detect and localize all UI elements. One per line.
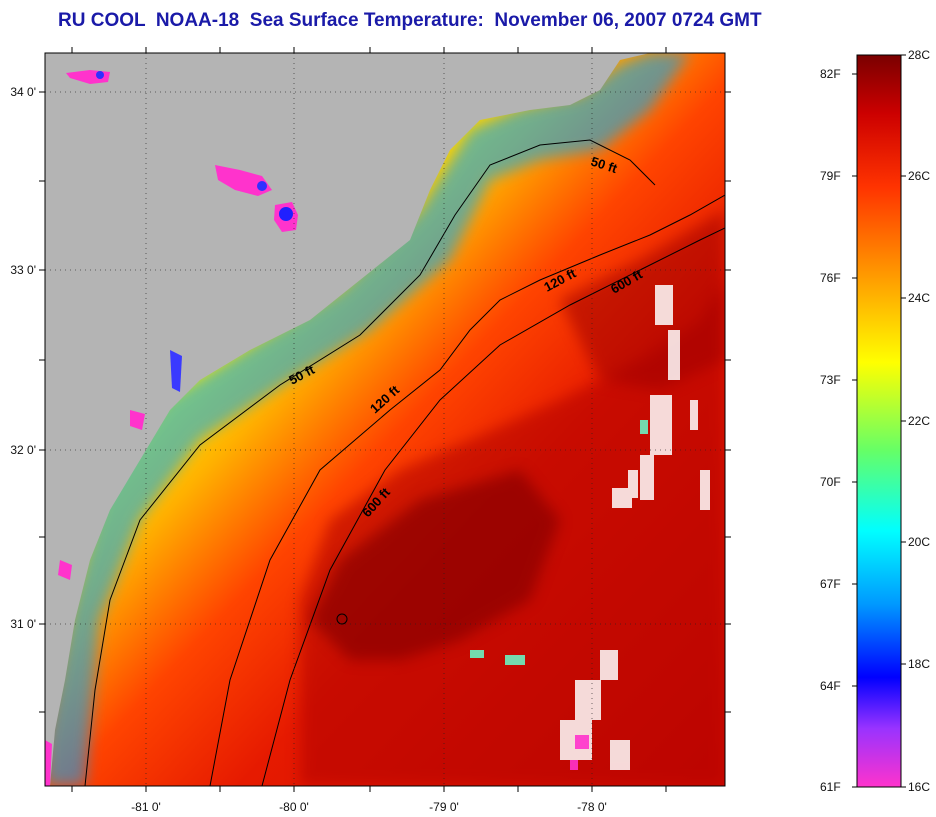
map-frame xyxy=(44,52,726,787)
axis-ticks xyxy=(39,47,731,792)
cbar-f-79: 79F xyxy=(820,169,841,183)
cbar-c-16: 16C xyxy=(908,780,930,794)
cbar-c-20: 20C xyxy=(908,535,930,549)
lon-label-79: -79 0' xyxy=(429,800,459,814)
land-mass xyxy=(45,53,650,786)
isobath-50ft xyxy=(84,139,656,786)
isobath-600ft xyxy=(261,227,725,786)
cbar-f-76: 76F xyxy=(820,271,841,285)
lon-label-78: -78 0' xyxy=(577,800,607,814)
cloud-speckles-cyan xyxy=(470,420,648,665)
warm-eddy xyxy=(310,470,560,660)
colorbar-ticks xyxy=(852,54,906,788)
isobaths xyxy=(84,139,725,786)
lat-label-32: 32 0' xyxy=(10,443,36,457)
cbar-f-64: 64F xyxy=(820,679,841,693)
cbar-f-67: 67F xyxy=(820,577,841,591)
temperature-colorbar: 82F 79F 76F 73F 70F 67F 64F 61F 28C 26C … xyxy=(820,48,930,794)
cbar-c-28: 28C xyxy=(908,48,930,62)
lat-label-31: 31 0' xyxy=(10,617,36,631)
lon-label-80: -80 0' xyxy=(279,800,309,814)
lat-label-33: 33 0' xyxy=(10,263,36,277)
lon-label-81: -81 0' xyxy=(131,800,161,814)
warm-patch-ne xyxy=(560,210,725,390)
cbar-f-82: 82F xyxy=(820,67,841,81)
cbar-c-24: 24C xyxy=(908,291,930,305)
graticule xyxy=(45,53,725,786)
cbar-f-70: 70F xyxy=(820,475,841,489)
map-title: RU COOL NOAA-18 Sea Surface Temperature:… xyxy=(58,10,762,31)
inland-lakes xyxy=(45,70,298,786)
cbar-c-22: 22C xyxy=(908,414,930,428)
isobath-120ft xyxy=(209,194,725,786)
coastal-cold-band xyxy=(45,53,690,786)
cbar-f-73: 73F xyxy=(820,373,841,387)
lat-label-34: 34 0' xyxy=(10,85,36,99)
cbar-f-61: 61F xyxy=(820,780,841,794)
colorbar-ramp xyxy=(856,54,902,788)
cloud-speckles-pink xyxy=(570,735,589,770)
station-marker xyxy=(336,613,348,625)
cbar-c-18: 18C xyxy=(908,657,930,671)
cbar-c-26: 26C xyxy=(908,169,930,183)
